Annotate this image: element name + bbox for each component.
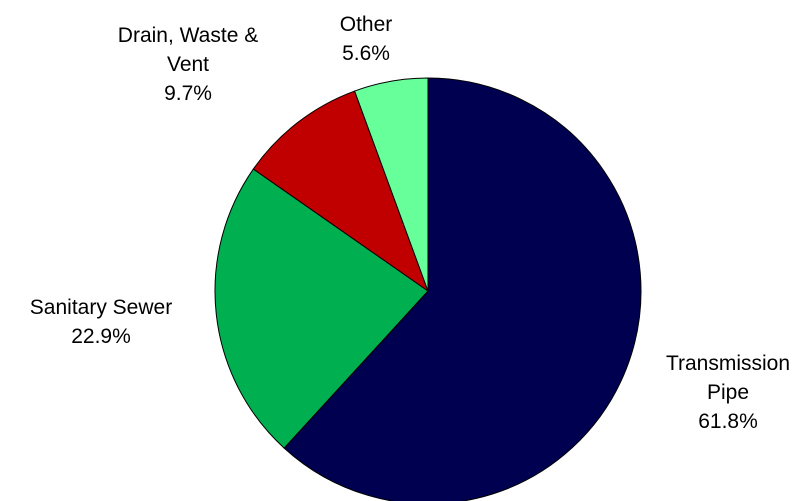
slice-label-line: Transmission	[666, 352, 790, 375]
slice-label-line: 9.7%	[164, 82, 212, 105]
slices-layer	[214, 77, 642, 501]
labels-layer: Transmission Pipe 61.8% Sanitary Sewer 22.9%…	[30, 13, 790, 433]
slice-label-drain-waste-vent: Drain, Waste & Vent 9.7%	[118, 24, 258, 105]
slice-label-line: Vent	[167, 53, 209, 76]
slice-label-line: Pipe	[707, 381, 749, 404]
slice-label-line: Other	[340, 13, 393, 36]
slice-label-line: Sanitary Sewer	[30, 296, 172, 319]
pie-slice-drain-waste-vent	[252, 90, 429, 292]
slice-label-sanitary-sewer: Sanitary Sewer 22.9%	[30, 296, 172, 348]
slice-label-line: Drain, Waste &	[118, 24, 258, 47]
pie-slice-sanitary-sewer	[214, 168, 429, 449]
slice-label-line: 5.6%	[342, 42, 390, 65]
slice-label-transmission-pipe: Transmission Pipe 61.8%	[666, 352, 790, 433]
pie-slice-other	[354, 77, 429, 292]
slice-label-line: 22.9%	[71, 325, 131, 348]
slice-label-line: 61.8%	[698, 410, 758, 433]
slice-label-other: Other 5.6%	[340, 13, 393, 65]
